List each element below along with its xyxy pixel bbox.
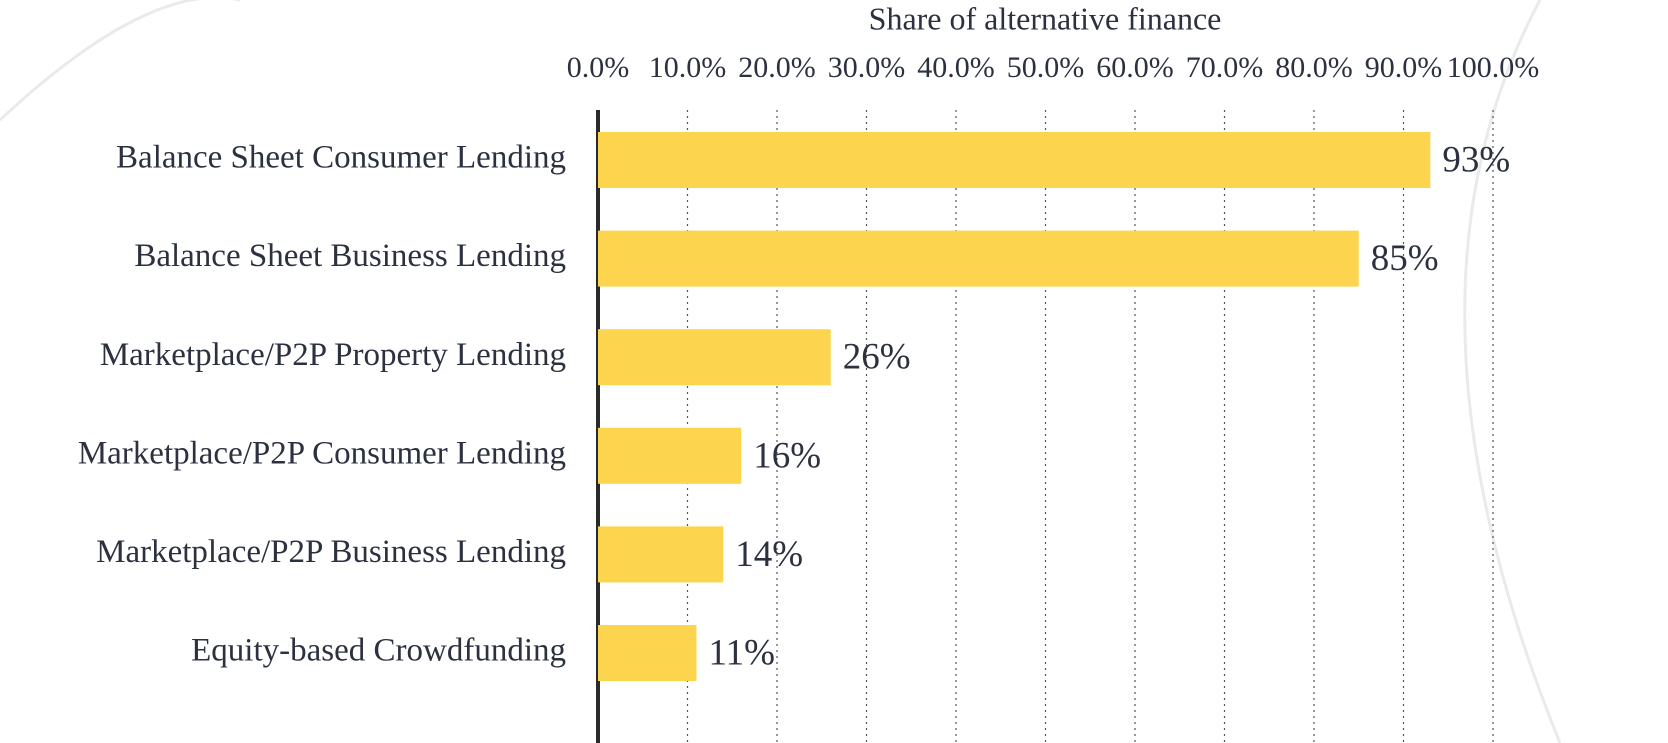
- category-label: Balance Sheet Business Lending: [134, 238, 566, 274]
- value-label: 14%: [735, 534, 803, 575]
- value-label: 11%: [708, 632, 774, 673]
- category-label: Balance Sheet Consumer Lending: [116, 140, 566, 176]
- x-tick-label: 90.0%: [1365, 51, 1443, 84]
- x-tick-label: 70.0%: [1186, 51, 1264, 84]
- value-label: 26%: [843, 337, 911, 378]
- bar: [598, 526, 724, 583]
- background-decoration: [0, 0, 1562, 743]
- category-label: Marketplace/P2P Consumer Lending: [78, 435, 566, 471]
- value-label: 16%: [753, 435, 821, 476]
- x-tick-label: 100.0%: [1447, 51, 1540, 84]
- category-label: Marketplace/P2P Business Lending: [96, 534, 566, 570]
- x-tick-label: 60.0%: [1096, 51, 1174, 84]
- bar: [598, 329, 831, 386]
- value-label: 85%: [1371, 238, 1439, 279]
- category-label: Equity-based Crowdfunding: [191, 633, 566, 669]
- bar: [598, 625, 697, 681]
- x-tick-label: 50.0%: [1007, 51, 1085, 84]
- x-tick-label: 40.0%: [917, 51, 995, 84]
- category-label: Marketplace/P2P Property Lending: [100, 337, 566, 373]
- bar: [598, 230, 1359, 287]
- bar: [598, 132, 1431, 188]
- bar: [598, 427, 742, 484]
- x-tick-label: 30.0%: [828, 51, 906, 84]
- x-tick-label: 0.0%: [567, 51, 630, 84]
- x-tick-label: 80.0%: [1275, 51, 1353, 84]
- value-label: 93%: [1442, 139, 1510, 180]
- axis-title: Share of alternative finance: [869, 0, 1222, 36]
- x-tick-label: 10.0%: [649, 51, 727, 84]
- x-tick-label: 20.0%: [738, 51, 816, 84]
